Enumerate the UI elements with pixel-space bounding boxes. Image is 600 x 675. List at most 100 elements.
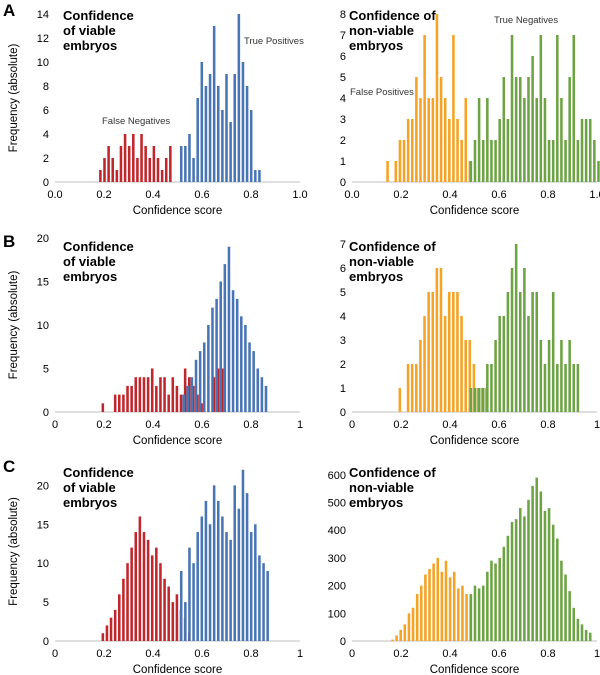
bar-false-negatives <box>171 602 175 641</box>
y-tick-label: 1 <box>340 156 346 168</box>
bar-false-negatives <box>134 532 138 641</box>
bar-false-negatives <box>155 547 158 641</box>
bar-true-positives <box>262 563 265 641</box>
bar-false-positives <box>403 624 407 641</box>
bar-true-positives <box>211 307 214 412</box>
x-tick-label: 0.2 <box>96 648 111 660</box>
bar-false-positives <box>432 563 435 641</box>
bar-false-negatives <box>127 146 131 182</box>
bar-true-negatives <box>477 588 481 641</box>
bar-false-negatives <box>119 146 123 182</box>
x-tick-label: 1 <box>594 648 600 660</box>
x-axis-label: Confidence score <box>133 205 223 217</box>
bar-false-positives <box>452 35 455 182</box>
panel-letter-a: A <box>3 1 15 20</box>
bar-false-positives <box>440 571 444 641</box>
y-tick-label: 7 <box>340 30 346 42</box>
bar-true-positives <box>266 570 269 641</box>
bar-false-negatives <box>109 617 113 641</box>
y-tick-label: 6 <box>340 263 346 275</box>
y-tick-label: 0 <box>43 636 49 648</box>
bar-true-negatives <box>523 516 526 641</box>
bar-true-negatives <box>469 161 473 182</box>
y-tick-label: 1 <box>340 383 346 395</box>
y-tick-label: 400 <box>328 525 346 537</box>
bar-true-negatives <box>518 292 522 412</box>
bar-false-positives <box>452 292 455 412</box>
bar-false-positives <box>435 268 439 412</box>
panel-letter-b: B <box>3 232 15 251</box>
bar-true-negatives <box>556 364 559 412</box>
y-tick-label: 4 <box>340 311 346 323</box>
bar-true-negatives <box>576 364 580 412</box>
bar-true-negatives <box>543 510 547 641</box>
bar-true-positives <box>233 485 237 641</box>
y-axis-label: Frequency (absolute) <box>8 497 20 606</box>
bar-true-negatives <box>564 574 567 641</box>
bar-true-negatives <box>556 538 559 641</box>
bar-false-positives <box>456 292 459 412</box>
x-tick-label: 0.2 <box>393 189 408 201</box>
bar-false-negatives <box>187 377 191 412</box>
panel-letter-c: C <box>3 457 15 476</box>
bar-true-negatives <box>547 340 551 412</box>
x-tick-label: 0 <box>349 648 355 660</box>
y-tick-label: 0 <box>340 636 346 648</box>
chart-title-line: of viable <box>63 23 116 38</box>
bar-false-positives <box>443 98 447 182</box>
bar-false-negatives <box>159 377 162 412</box>
bar-false-positives <box>411 119 414 182</box>
bar-false-negatives <box>216 368 220 412</box>
bar-false-negatives <box>126 563 129 641</box>
bar-true-negatives <box>568 591 571 641</box>
bar-true-negatives <box>473 140 477 182</box>
bar-true-positives <box>204 86 208 182</box>
x-axis-label: Confidence score <box>133 664 223 675</box>
y-tick-label: 5 <box>43 597 49 609</box>
bar-true-negatives <box>506 119 510 182</box>
bar-false-positives <box>399 629 402 641</box>
bar-true-negatives <box>469 593 473 641</box>
bar-false-negatives <box>171 377 175 412</box>
bar-false-positives <box>444 560 448 641</box>
bar-false-negatives <box>156 158 160 182</box>
bar-false-negatives <box>144 146 147 182</box>
bar-false-positives <box>465 593 468 641</box>
bar-true-positives <box>216 500 220 641</box>
x-tick-label: 0.4 <box>442 648 457 660</box>
bar-true-negatives <box>539 35 543 182</box>
bar-false-negatives <box>140 134 143 182</box>
bar-false-negatives <box>192 385 195 412</box>
bar-false-negatives <box>146 377 150 412</box>
bar-true-positives <box>252 351 255 412</box>
bar-true-positives <box>208 524 212 641</box>
bar-true-negatives <box>527 499 530 641</box>
bar-true-negatives <box>547 140 551 182</box>
bar-true-negatives <box>576 140 580 182</box>
bar-false-negatives <box>132 134 135 182</box>
bar-false-positives <box>424 574 427 641</box>
bar-true-negatives <box>572 35 576 182</box>
bar-false-negatives <box>134 377 138 412</box>
bar-true-negatives <box>543 364 547 412</box>
bar-false-negatives <box>101 403 105 412</box>
chart-title-line: non-viable <box>349 480 414 495</box>
bar-true-negatives <box>551 524 555 641</box>
bar-true-negatives <box>514 244 518 412</box>
bar-true-negatives <box>564 140 567 182</box>
y-tick-label: 7 <box>340 239 346 251</box>
bar-true-negatives <box>584 119 588 182</box>
bar-false-positives <box>436 557 440 641</box>
bar-false-negatives <box>101 633 105 641</box>
bar-true-positives <box>231 290 235 412</box>
bar-false-negatives <box>142 532 146 641</box>
bar-false-positives <box>420 585 423 641</box>
y-tick-label: 6 <box>43 105 49 117</box>
bar-true-negatives <box>580 624 584 641</box>
bar-true-negatives <box>531 292 534 412</box>
bar-true-positives <box>233 74 237 182</box>
bar-false-positives <box>431 98 435 182</box>
bar-true-positives <box>229 539 232 641</box>
bar-false-negatives <box>212 377 216 412</box>
x-tick-label: 1 <box>594 419 600 431</box>
